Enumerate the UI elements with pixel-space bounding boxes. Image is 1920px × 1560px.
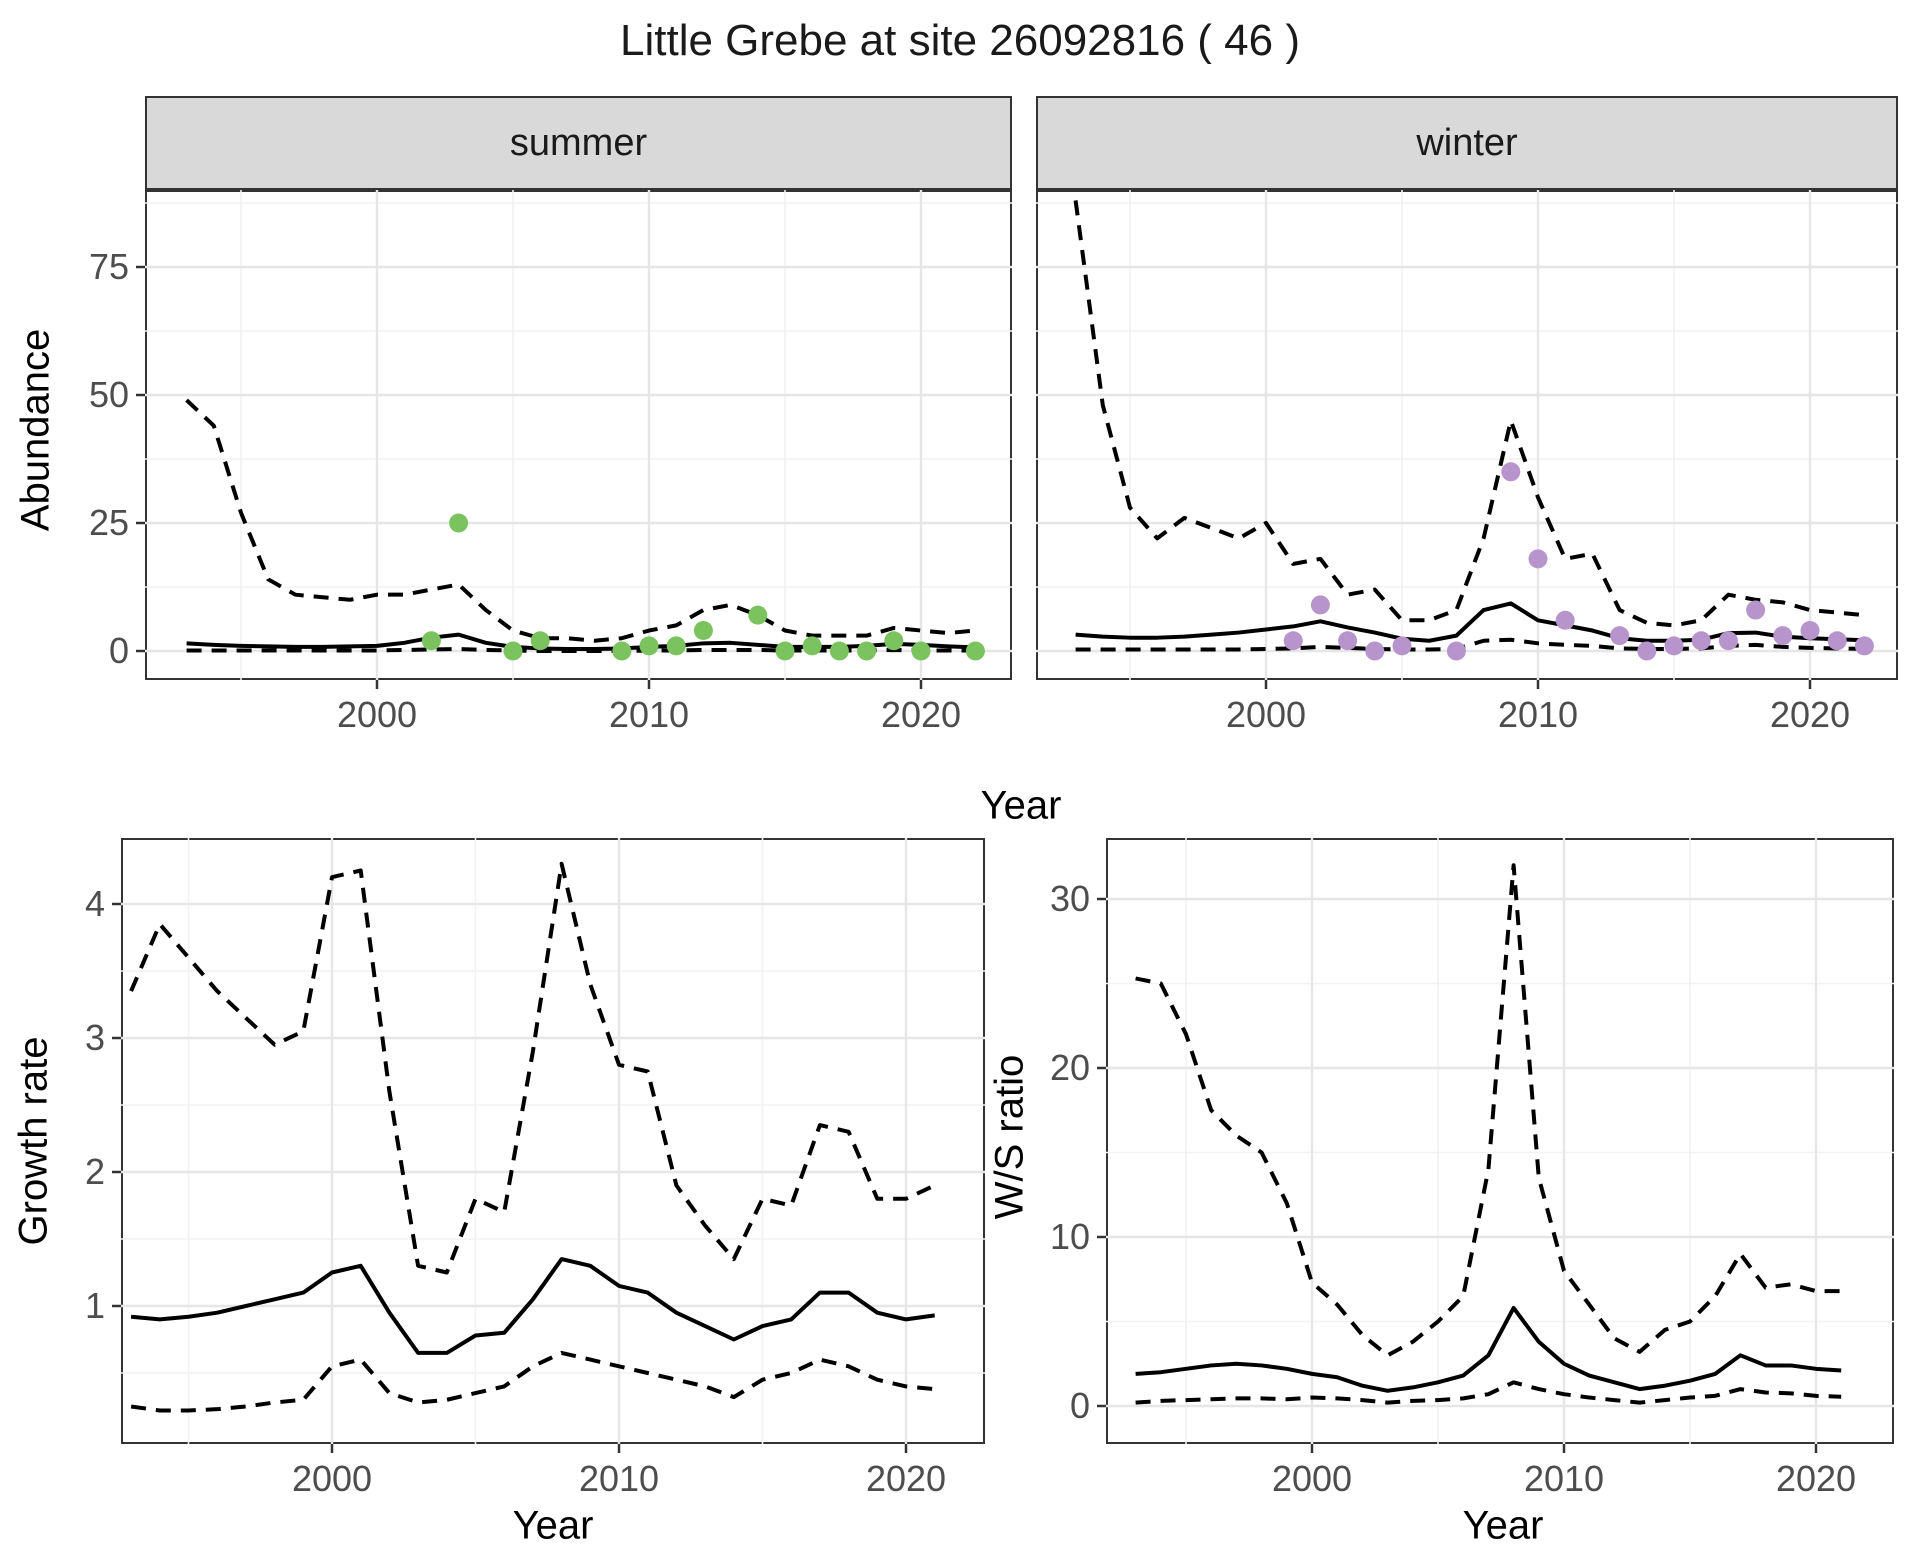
x-tick-label-2020: 2020 <box>865 1458 947 1499</box>
y-tick-label-10: 10 <box>1049 1216 1090 1257</box>
facet-strip-summer-label: summer <box>509 121 648 164</box>
x-tick-label-2010: 2010 <box>578 1458 660 1499</box>
y-tick-label-50: 50 <box>88 374 129 415</box>
y-tick-label-0: 0 <box>108 630 129 671</box>
facet-strip-winter-label: winter <box>1416 121 1518 164</box>
y-tick-label-0: 0 <box>1069 1385 1090 1426</box>
y-tick-label-75: 75 <box>88 246 129 287</box>
y-axis-title-ws-ratio: W/S ratio <box>987 1054 1032 1220</box>
plot-title: Little Grebe at site 26092816 ( 46 ) <box>620 16 1300 65</box>
y-tick-label-3: 3 <box>84 1017 105 1058</box>
x-axis-title-year-top: Year <box>980 783 1062 828</box>
panel-ws-ratio <box>1106 838 1894 1444</box>
x-tick-label-2000: 2000 <box>336 694 418 735</box>
y-tick-label-20: 20 <box>1049 1047 1090 1088</box>
x-axis-title-year-bottom-left: Year <box>512 1503 594 1548</box>
x-tick-label-2010: 2010 <box>1523 1458 1605 1499</box>
y-axis-title-growth-rate: Growth rate <box>11 1036 56 1246</box>
panel-abundance-winter <box>1036 190 1898 680</box>
y-tick-label-2: 2 <box>84 1151 105 1192</box>
facet-strip-winter: winter <box>1036 96 1898 190</box>
y-tick-label-30: 30 <box>1049 878 1090 919</box>
x-tick-label-2000: 2000 <box>1225 694 1307 735</box>
x-tick-label-2020: 2020 <box>880 694 962 735</box>
facet-strip-summer: summer <box>145 96 1012 190</box>
x-axis-title-year-bottom-right: Year <box>1462 1503 1544 1548</box>
x-tick-label-2020: 2020 <box>1775 1458 1857 1499</box>
y-tick-label-1: 1 <box>84 1285 105 1326</box>
x-tick-label-2000: 2000 <box>291 1458 373 1499</box>
x-tick-label-2000: 2000 <box>1271 1458 1353 1499</box>
panel-growth-rate <box>121 838 985 1444</box>
y-tick-label-25: 25 <box>88 502 129 543</box>
panel-abundance-summer <box>145 190 1012 680</box>
x-tick-label-2010: 2010 <box>1497 694 1579 735</box>
y-axis-title-abundance: Abundance <box>13 328 58 532</box>
y-tick-label-4: 4 <box>84 883 105 924</box>
x-tick-label-2020: 2020 <box>1769 694 1851 735</box>
x-tick-label-2010: 2010 <box>608 694 690 735</box>
